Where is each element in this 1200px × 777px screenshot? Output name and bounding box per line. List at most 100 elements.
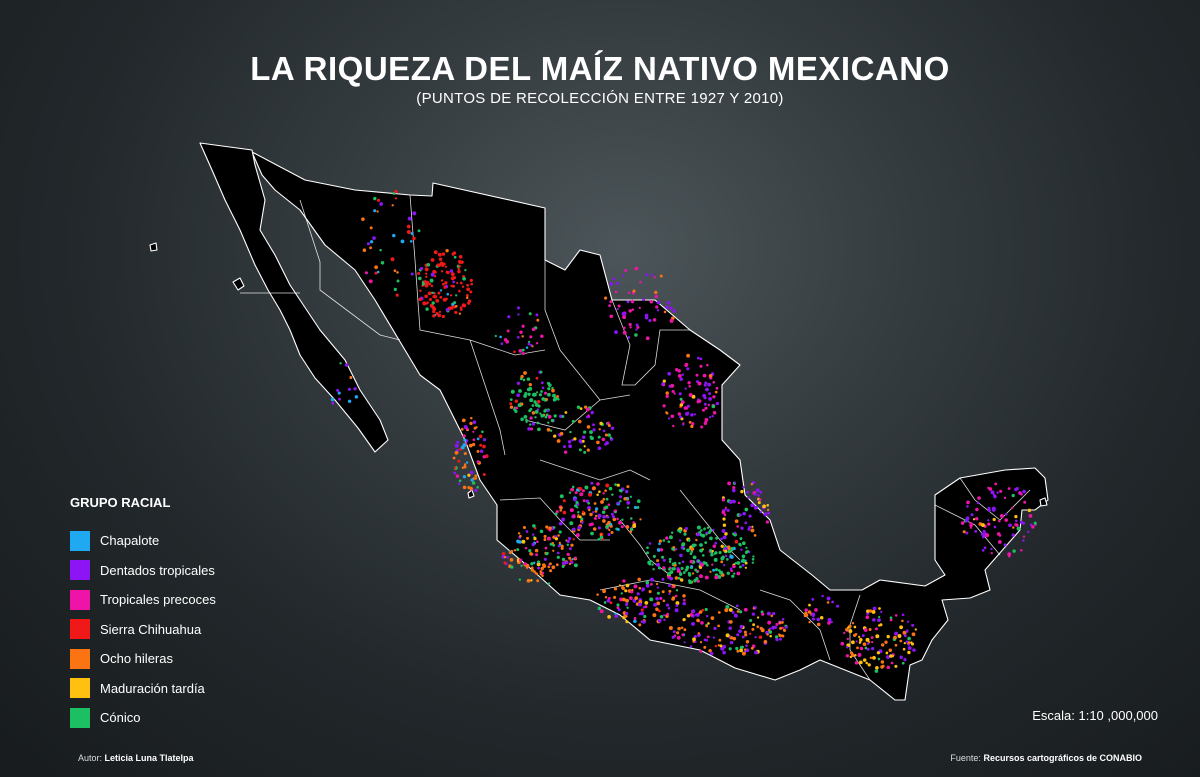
- collection-point: [977, 496, 981, 500]
- collection-point: [531, 327, 536, 332]
- collection-point: [445, 249, 449, 253]
- collection-point: [1014, 514, 1018, 519]
- collection-point: [465, 296, 469, 300]
- legend-label: Tropicales precoces: [100, 592, 216, 608]
- collection-point: [409, 239, 413, 243]
- collection-point: [728, 607, 733, 612]
- collection-point: [531, 411, 536, 415]
- collection-point: [899, 655, 903, 659]
- collection-point: [699, 364, 703, 368]
- collection-point: [583, 445, 586, 448]
- collection-point: [539, 412, 542, 415]
- collection-point: [578, 448, 582, 452]
- collection-point: [866, 647, 870, 651]
- collection-point: [724, 549, 728, 553]
- collection-point: [758, 635, 763, 639]
- collection-point: [590, 410, 594, 415]
- collection-point: [655, 607, 659, 612]
- collection-point: [641, 587, 646, 592]
- collection-point: [445, 297, 448, 301]
- collection-point: [732, 486, 736, 490]
- collection-point: [695, 576, 699, 581]
- collection-point: [681, 542, 686, 547]
- collection-point: [614, 612, 617, 616]
- collection-point: [588, 523, 592, 527]
- collection-point: [997, 519, 1001, 523]
- collection-point: [588, 508, 591, 512]
- collection-point: [527, 427, 531, 431]
- collection-point: [758, 498, 762, 501]
- collection-point: [570, 543, 574, 547]
- collection-point: [681, 373, 685, 376]
- collection-point: [592, 527, 597, 531]
- collection-point: [536, 540, 539, 544]
- collection-point: [712, 395, 716, 399]
- collection-point: [907, 646, 912, 650]
- collection-point: [741, 541, 746, 546]
- collection-point: [756, 616, 760, 619]
- collection-point: [738, 629, 742, 633]
- collection-point: [658, 539, 663, 543]
- collection-point: [534, 527, 537, 530]
- collection-point: [634, 333, 638, 337]
- collection-point: [544, 399, 547, 402]
- collection-point: [988, 487, 993, 491]
- collection-point: [686, 614, 691, 618]
- collection-point: [779, 637, 782, 641]
- collection-point: [633, 505, 638, 510]
- collection-point: [729, 567, 733, 570]
- collection-point: [709, 529, 713, 533]
- collection-point: [596, 493, 599, 496]
- collection-point: [697, 381, 702, 386]
- collection-point: [576, 515, 580, 519]
- collection-point: [705, 387, 709, 392]
- collection-point: [736, 610, 740, 613]
- collection-point: [551, 541, 555, 545]
- collection-point: [864, 646, 868, 650]
- collection-point: [376, 210, 379, 213]
- collection-point: [673, 392, 676, 395]
- collection-point: [417, 229, 421, 233]
- collection-point: [373, 196, 377, 201]
- collection-point: [711, 404, 716, 409]
- collection-point: [579, 492, 584, 497]
- collection-point: [781, 626, 784, 629]
- collection-point: [969, 526, 973, 529]
- collection-point: [553, 434, 557, 438]
- collection-point: [750, 483, 753, 486]
- collection-point: [632, 521, 635, 524]
- collection-point: [807, 610, 812, 614]
- source-credit: Fuente: Recursos cartográficos de CONABI…: [950, 753, 1142, 763]
- collection-point: [554, 512, 558, 516]
- collection-point: [869, 656, 873, 660]
- collection-point: [733, 547, 736, 551]
- collection-point: [589, 512, 593, 517]
- collection-point: [727, 549, 732, 554]
- collection-point: [587, 501, 591, 505]
- collection-point: [667, 540, 671, 544]
- collection-point: [714, 390, 718, 394]
- collection-point: [811, 612, 816, 617]
- collection-point: [537, 427, 541, 432]
- collection-point: [734, 561, 738, 565]
- collection-point: [626, 501, 631, 505]
- map-title: LA RIQUEZA DEL MAÍZ NATIVO MEXICANO: [250, 50, 950, 87]
- collection-point: [821, 594, 824, 598]
- collection-point: [513, 350, 516, 354]
- collection-point: [724, 554, 728, 558]
- collection-point: [656, 586, 660, 589]
- collection-point: [987, 519, 990, 522]
- collection-point: [616, 517, 619, 521]
- collection-point: [520, 402, 524, 406]
- collection-point: [662, 539, 666, 542]
- collection-point: [696, 570, 699, 574]
- collection-point: [729, 640, 734, 645]
- collection-point: [731, 488, 736, 493]
- collection-point: [877, 657, 881, 661]
- collection-point: [662, 379, 666, 383]
- collection-point: [561, 565, 565, 568]
- island-4: [1039, 497, 1048, 507]
- collection-point: [774, 635, 779, 639]
- collection-point: [765, 520, 770, 524]
- collection-point: [593, 517, 597, 520]
